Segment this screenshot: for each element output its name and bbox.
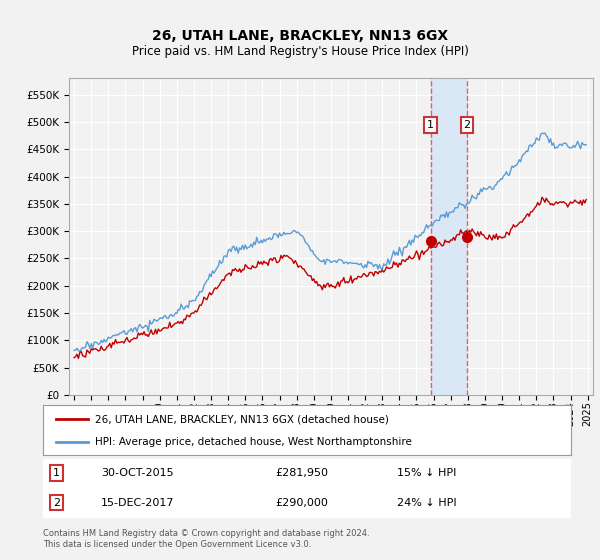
Text: 1: 1 [53,468,60,478]
Text: £290,000: £290,000 [275,498,328,508]
Text: £281,950: £281,950 [275,468,329,478]
Text: 15-DEC-2017: 15-DEC-2017 [101,498,175,508]
Text: 26, UTAH LANE, BRACKLEY, NN13 6GX (detached house): 26, UTAH LANE, BRACKLEY, NN13 6GX (detac… [95,414,389,424]
Bar [431,78,467,395]
Text: 2: 2 [464,120,471,130]
Text: Price paid vs. HM Land Registry's House Price Index (HPI): Price paid vs. HM Land Registry's House … [131,45,469,58]
Text: HPI: Average price, detached house, West Northamptonshire: HPI: Average price, detached house, West… [95,437,412,447]
Text: 2: 2 [53,498,60,508]
Text: 26, UTAH LANE, BRACKLEY, NN13 6GX: 26, UTAH LANE, BRACKLEY, NN13 6GX [152,29,448,44]
Text: Contains HM Land Registry data © Crown copyright and database right 2024.
This d: Contains HM Land Registry data © Crown c… [43,529,370,549]
Text: 30-OCT-2015: 30-OCT-2015 [101,468,174,478]
Text: 24% ↓ HPI: 24% ↓ HPI [397,498,457,508]
Text: 15% ↓ HPI: 15% ↓ HPI [397,468,457,478]
Text: 1: 1 [427,120,434,130]
